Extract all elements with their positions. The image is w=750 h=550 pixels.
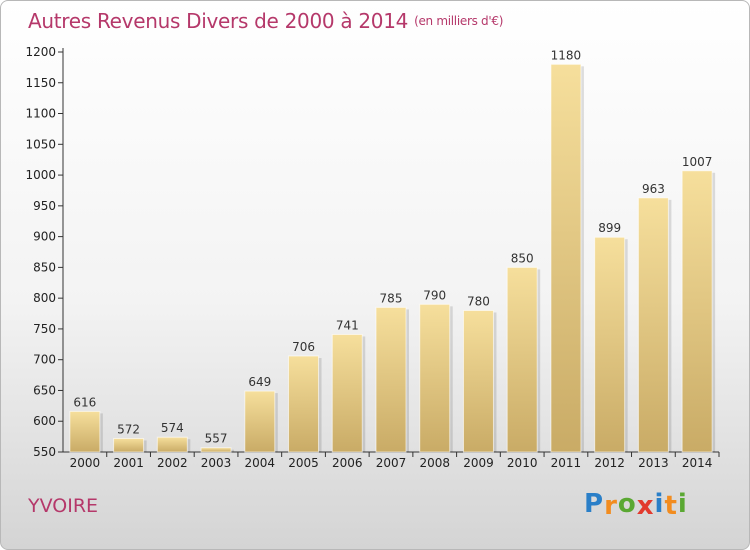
bar [637,197,669,453]
x-tick-label: 2000 [70,456,101,470]
x-tick-label: 2005 [288,456,319,470]
y-tick-label: 1100 [25,107,56,121]
logo-letter: i [677,489,688,519]
x-tick-label: 2006 [332,456,363,470]
bar [681,170,713,453]
bar-value-label: 850 [511,251,534,265]
x-tick-label: 2004 [245,456,276,470]
y-axis: 550 600 650 700 750 800 850 900 950 1000 1050 1100 1… [25,45,64,459]
y-tick-label: 700 [33,353,56,367]
bar-value-label: 706 [292,340,315,354]
logo-letter: o [617,489,637,519]
logo-letter: i [654,489,665,519]
y-tick-label: 800 [33,291,56,305]
x-tick-label: 2013 [638,456,669,470]
bar-value-label: 649 [248,375,271,389]
x-axis: 2000 2001 2002 2003 2004 2005 2006 2007 2008 2009… [63,451,720,470]
bar-value-label: 572 [117,422,140,436]
y-tick-label: 950 [33,199,56,213]
bar-value-label: 1180 [551,48,582,62]
bar-value-label: 616 [73,395,96,409]
y-tick-label: 1050 [25,137,56,151]
bar [419,303,451,453]
chart-title-text: Autres Revenus Divers de 2000 à 2014 [28,9,409,33]
y-tick-label: 750 [33,322,56,336]
y-tick-label: 600 [33,414,56,428]
y-tick-label: 850 [33,260,56,274]
bars: 616 572 574 557 649 706 741 785 790 780 850 1180 899… [69,48,716,453]
y-tick-label: 1150 [25,76,56,90]
bar [462,309,494,453]
y-tick-label: 900 [33,230,56,244]
x-tick-label: 2003 [201,456,232,470]
x-tick-label: 2014 [682,456,713,470]
x-tick-label: 2007 [376,456,407,470]
bar [375,306,407,453]
logo-letter: r [604,491,618,521]
town-name: YVOIRE [28,495,99,517]
logo-letter: P [584,489,605,519]
bar [506,266,538,453]
bar [156,436,188,453]
chart-title: Autres Revenus Divers de 2000 à 2014 (en … [28,9,503,33]
bar [594,236,626,453]
y-tick-label: 1000 [25,168,56,182]
bar-value-label: 574 [161,421,184,435]
logo-letter: x [636,491,655,521]
bar [331,333,363,453]
chart-subtitle: (en milliers d'€) [414,14,504,28]
y-tick-label: 550 [33,445,56,459]
bar-value-label: 785 [380,291,403,305]
proxiti-logo: Proxiti [584,489,688,521]
bar-value-label: 780 [467,294,490,308]
y-tick-label: 650 [33,383,56,397]
bar [550,63,582,453]
bar-value-label: 899 [598,221,621,235]
x-tick-label: 2002 [157,456,188,470]
bar-value-label: 557 [205,432,228,446]
x-tick-label: 2009 [463,456,494,470]
bar [69,410,101,453]
bar [200,447,232,453]
x-tick-label: 2001 [113,456,144,470]
x-tick-label: 2012 [594,456,625,470]
x-tick-label: 2008 [419,456,450,470]
logo-letter: t [664,491,678,521]
bar-value-label: 963 [642,182,665,196]
bar-value-label: 741 [336,318,359,332]
bar [288,355,320,453]
bar [113,437,145,453]
bar-value-label: 790 [423,288,446,302]
x-tick-label: 2010 [507,456,538,470]
bar [244,390,276,453]
x-tick-label: 2011 [551,456,582,470]
y-tick-label: 1200 [25,45,56,59]
bar-value-label: 1007 [682,155,713,169]
